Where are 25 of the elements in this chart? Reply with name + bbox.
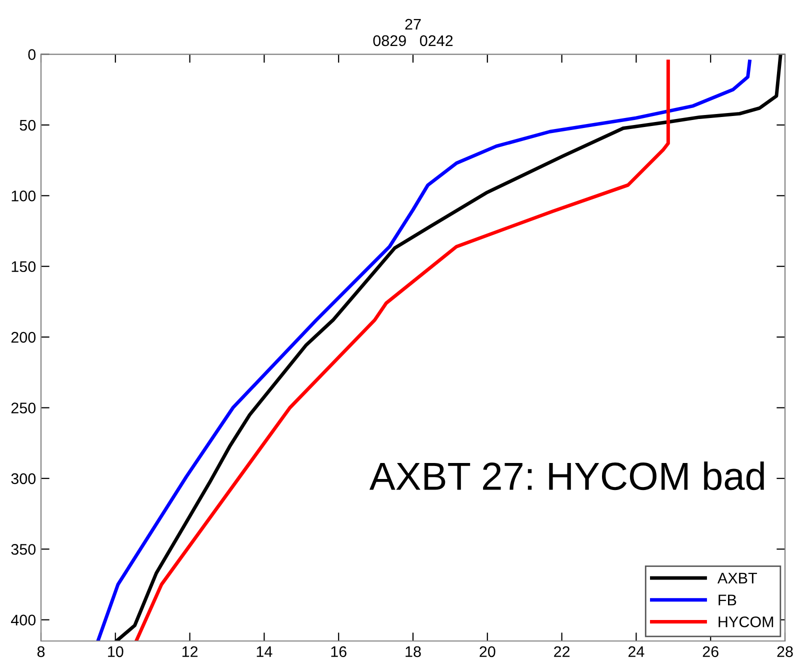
x-tick-label: 10 bbox=[108, 646, 124, 658]
y-tick-label: 200 bbox=[11, 332, 36, 343]
x-tick-label: 20 bbox=[480, 646, 496, 658]
x-tick-label: 28 bbox=[777, 646, 793, 658]
legend-label: AXBT bbox=[717, 572, 757, 584]
legend-label: HYCOM bbox=[718, 616, 774, 628]
x-tick-label: 16 bbox=[331, 646, 346, 658]
y-tick-label: 150 bbox=[12, 261, 36, 272]
y-tick-label: 300 bbox=[11, 473, 36, 484]
x-tick-label: 22 bbox=[554, 646, 570, 657]
y-tick-label: 50 bbox=[20, 120, 36, 131]
y-tick-label: 0 bbox=[28, 49, 36, 60]
x-tick-label: 26 bbox=[702, 646, 718, 658]
annotation: AXBT 27: HYCOM bad bbox=[369, 462, 764, 490]
y-tick-label: 350 bbox=[11, 544, 36, 555]
x-tick-label: 18 bbox=[406, 646, 421, 658]
chart-title: 27 0829 0242 bbox=[373, 18, 453, 46]
x-tick-label: 12 bbox=[182, 646, 198, 657]
y-tick-label: 250 bbox=[11, 402, 36, 414]
legend-label: FB bbox=[718, 594, 736, 606]
x-tick-label: 14 bbox=[256, 646, 272, 657]
y-tick-label: 400 bbox=[11, 614, 36, 626]
x-tick-label: 8 bbox=[37, 646, 45, 658]
x-tick-label: 24 bbox=[628, 646, 644, 657]
y-tick-label: 100 bbox=[12, 190, 36, 202]
